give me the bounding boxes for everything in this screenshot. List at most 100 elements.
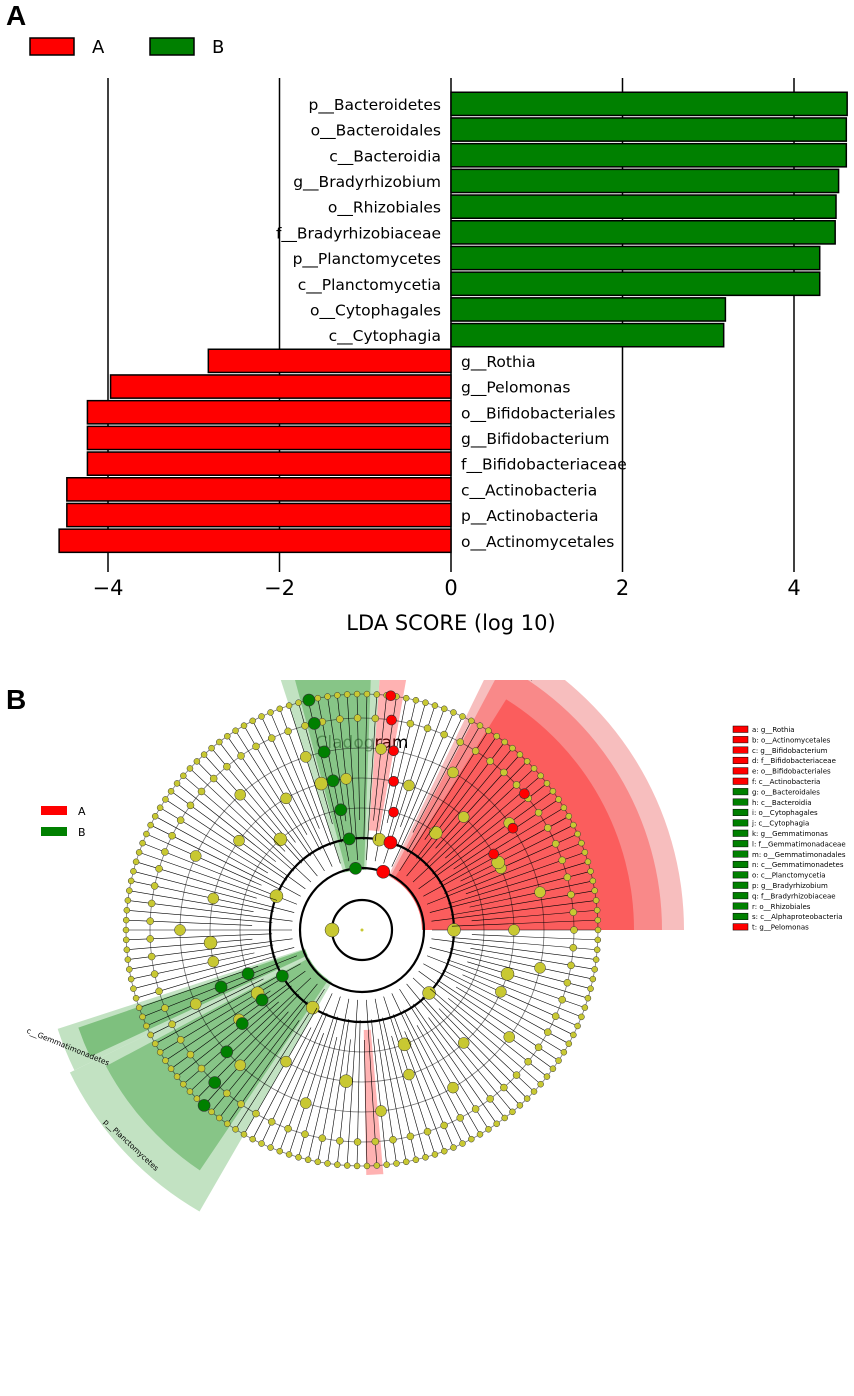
branch: [189, 768, 312, 883]
leaf-node: [523, 758, 531, 765]
branch: [442, 969, 574, 1036]
bar-o__Actinomycetales: [58, 528, 452, 554]
branch: [126, 938, 253, 951]
x-tick-label-0: 0: [444, 576, 457, 600]
order-node: [203, 935, 218, 950]
leaf-node: [587, 868, 594, 875]
family-node: [457, 811, 470, 823]
branch: [129, 890, 254, 912]
leaf-node: [549, 788, 557, 795]
branch: [346, 999, 358, 1166]
leaf-node: [324, 1160, 331, 1167]
leaf-node: [151, 813, 159, 820]
key-entry: c: g__Bifidobacterium: [752, 747, 828, 755]
leaf-node: [334, 692, 341, 699]
genus-node: [406, 719, 415, 728]
genus-node: [486, 757, 494, 765]
leaf-node: [304, 1156, 312, 1164]
leaf-node: [589, 877, 597, 885]
leaf-node: [224, 1120, 231, 1128]
leaf-node: [592, 956, 600, 963]
family-node: [375, 1105, 387, 1117]
genus-node: [551, 1012, 560, 1020]
leaf-node: [130, 868, 137, 875]
leaf-node: [459, 713, 466, 720]
branch: [416, 1025, 481, 1135]
branch: [133, 871, 295, 913]
branch: [469, 880, 593, 908]
leaf-node: [267, 709, 274, 716]
leaf-node: [151, 1040, 159, 1047]
key-entry: b: o__Actinomycetales: [752, 736, 831, 744]
leaf-node: [147, 1031, 154, 1039]
branch: [385, 702, 426, 844]
leaf-node: [162, 1057, 169, 1064]
x-tick-label-2: 2: [616, 576, 629, 600]
genus-node: [301, 1130, 309, 1138]
leaf-node: [537, 1080, 544, 1088]
genus-node: [440, 1121, 448, 1130]
branch: [426, 955, 582, 1018]
leaf-node: [258, 1140, 265, 1147]
branch: [203, 754, 303, 864]
leaf-node: [402, 694, 410, 702]
branch: [176, 985, 292, 1077]
leaf-node: [560, 804, 568, 811]
leaf-node: [560, 1049, 568, 1056]
branch: [126, 919, 253, 926]
leaf-node: [139, 1013, 146, 1021]
leaf-node: [186, 1088, 194, 1095]
key-entry: m: o__Gemmatimonadales: [752, 851, 846, 859]
genus-node: [423, 724, 432, 733]
genus-node: [534, 808, 543, 817]
genus-node: [223, 762, 231, 771]
clado-legend-label-B: B: [78, 826, 86, 839]
genus-node: [524, 1057, 532, 1066]
key-swatch: [732, 777, 749, 785]
bar-label-c__Bacteroidia: c__Bacteroidia: [329, 147, 441, 166]
genus-node: [336, 715, 344, 723]
leaf-node: [353, 1162, 361, 1170]
key-swatch: [732, 746, 749, 754]
biomarker-node-b: [235, 1017, 249, 1030]
branch: [374, 998, 407, 1162]
leaf-node: [485, 727, 492, 734]
key-swatch: [732, 850, 749, 858]
leaf-node: [523, 1095, 531, 1102]
leaf-node: [530, 765, 538, 772]
key-entry: q: f__Bradyrhizobiaceae: [752, 892, 836, 900]
leaf-node: [476, 722, 484, 729]
leaf-node: [422, 1154, 429, 1161]
genus-node: [371, 1137, 380, 1146]
branch: [126, 909, 273, 923]
leaf-node: [124, 956, 132, 963]
branch: [391, 716, 463, 867]
genus-node: [176, 1036, 185, 1044]
key-swatch: [732, 902, 749, 910]
family-node: [503, 1031, 515, 1043]
phylum-node: [324, 922, 340, 938]
leaf-node: [509, 744, 516, 752]
order-node: [397, 1037, 412, 1052]
bar-label-c__Planctomycetia: c__Planctomycetia: [298, 276, 441, 295]
genus-node: [471, 1105, 480, 1113]
branch: [449, 948, 593, 980]
genus-node: [150, 970, 159, 978]
branch: [165, 990, 271, 1061]
genus-node: [371, 714, 380, 723]
branch: [129, 944, 274, 970]
bar-o__Bifidobacteriales: [86, 399, 452, 425]
family-node: [280, 792, 292, 805]
leaf-node: [216, 738, 223, 746]
bar-g__Bifidobacterium: [86, 425, 452, 451]
leaf-node: [314, 1158, 322, 1166]
family-node: [534, 962, 546, 974]
leaf-node: [493, 1120, 500, 1128]
branch: [448, 861, 589, 905]
leaf-node: [124, 897, 132, 904]
branch: [377, 1038, 397, 1164]
leaf-node: [123, 907, 131, 914]
leaf-node: [156, 1049, 164, 1056]
bar-label-o__Rhizobiales: o__Rhizobiales: [328, 199, 441, 218]
key-entry: i: o__Cytophagales: [752, 809, 818, 817]
